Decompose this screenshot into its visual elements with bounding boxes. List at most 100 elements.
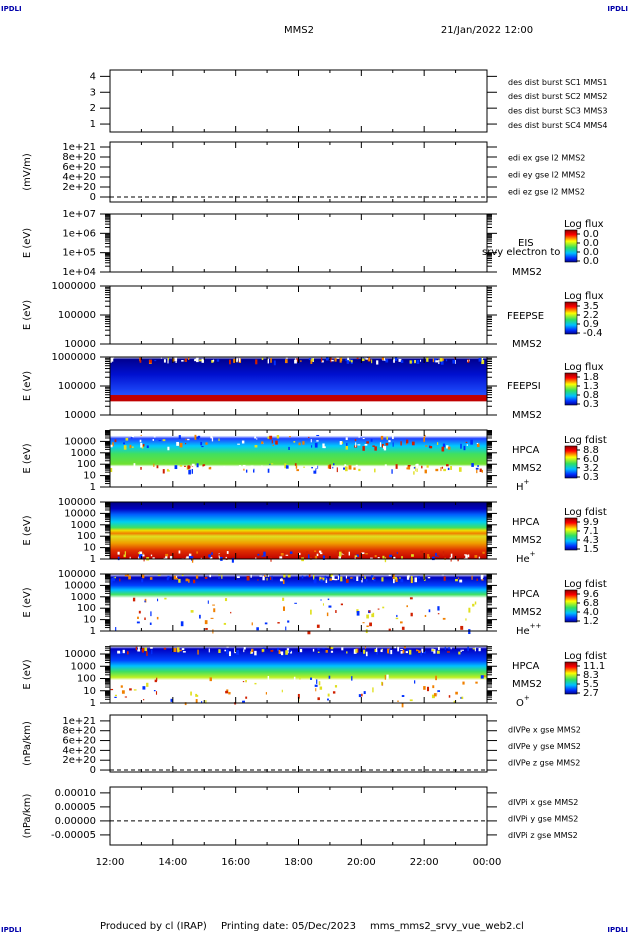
- spectrogram-speckle: [406, 439, 409, 444]
- spectrogram-speckle: [132, 446, 134, 449]
- plot-frame: [109, 69, 488, 133]
- spectrogram-speckle: [279, 556, 283, 560]
- spectrogram-speckle: [154, 679, 157, 683]
- spectrogram-speckle: [172, 467, 174, 470]
- spectrogram-speckle: [481, 469, 484, 473]
- y-tick-label: 4: [90, 71, 96, 82]
- spectrogram-speckle: [209, 574, 212, 578]
- y-tick-label: 8e+20: [62, 152, 96, 163]
- spectrogram-speckle: [184, 465, 186, 467]
- spectrogram-speckle: [471, 575, 473, 580]
- spectrogram-speckle: [411, 360, 414, 364]
- spectrogram-speckle: [145, 613, 147, 617]
- spectrogram-speckle: [327, 693, 330, 697]
- spectrogram-speckle: [475, 681, 478, 684]
- spectrogram-speckle: [328, 675, 331, 679]
- spectrogram-speckle: [358, 694, 362, 698]
- spectrogram-speckle: [261, 357, 264, 361]
- spectrogram-speckle: [176, 441, 179, 446]
- spectrogram-speckle: [271, 440, 273, 444]
- spectrogram-speckle: [442, 443, 446, 448]
- spectrogram-speckle: [402, 649, 405, 654]
- spectrogram-speckle: [167, 358, 169, 364]
- spectrogram-speckle: [330, 574, 333, 578]
- spectrogram-speckle: [380, 690, 383, 694]
- colorbar-tick-label: 3.5: [583, 301, 599, 312]
- spectrogram-speckle: [372, 577, 376, 579]
- spectrogram-speckle: [137, 649, 141, 652]
- spectrogram-speckle: [149, 359, 152, 363]
- spectrogram-speckle: [110, 468, 113, 473]
- spectrogram-speckle: [251, 622, 253, 626]
- spectrogram-speckle: [416, 649, 418, 652]
- spectrogram-speckle: [400, 578, 404, 583]
- spectrogram-speckle: [126, 627, 129, 630]
- spectrogram-speckle: [370, 612, 373, 614]
- spectrogram-speckle: [265, 608, 269, 611]
- spectrogram-speckle: [384, 675, 386, 680]
- legend-entry: dIVPe x gse MMS2: [508, 726, 581, 735]
- spectrogram-speckle: [435, 552, 437, 557]
- spectrogram-speckle: [311, 466, 314, 469]
- instrument-label: HPCA: [512, 445, 540, 456]
- spectrogram-speckle: [150, 554, 153, 557]
- colorbar-tick-label: 0.9: [583, 319, 599, 330]
- spectrogram-speckle: [143, 695, 147, 697]
- spectrogram-speckle: [472, 684, 475, 689]
- spectrogram-speckle: [446, 445, 449, 449]
- spectrogram-speckle: [351, 676, 353, 681]
- spectrogram-speckle: [320, 599, 322, 601]
- spectrogram-speckle: [213, 608, 216, 613]
- spectrogram-speckle: [210, 435, 213, 439]
- spectrogram-speckle: [340, 576, 343, 582]
- spectrogram-speckle: [312, 466, 316, 471]
- spectrogram-speckle: [382, 555, 385, 560]
- spectrogram-speckle: [368, 357, 371, 362]
- spectrogram-speckle: [226, 649, 229, 655]
- spectrogram-speckle: [362, 446, 365, 451]
- spacecraft-label: MMS2: [512, 267, 542, 278]
- spectrogram-speckle: [435, 360, 439, 363]
- spectrogram-speckle: [339, 690, 343, 693]
- spectrogram-speckle: [195, 693, 199, 697]
- spectrogram-speckle: [169, 556, 173, 561]
- y-tick-label: 1000000: [51, 281, 96, 292]
- colorbar-tick-label: 11.1: [583, 661, 605, 672]
- spectrogram-speckle: [336, 357, 340, 359]
- spectrogram-speckle: [470, 439, 473, 445]
- spectrogram-speckle: [341, 624, 343, 628]
- y-tick-label: 10000: [64, 339, 96, 350]
- spectrogram-speckle: [143, 558, 145, 562]
- spectrogram-speckle: [204, 576, 208, 579]
- spectrogram-speckle: [269, 463, 271, 465]
- spectrogram-speckle: [294, 359, 297, 364]
- spectrogram-speckle: [133, 689, 137, 691]
- colorbar-tick-label: 4.3: [583, 535, 599, 546]
- spectrogram-speckle: [253, 468, 255, 473]
- spectrogram-speckle: [389, 554, 393, 558]
- spectrogram-speckle: [346, 579, 349, 583]
- spectrogram-speckle: [212, 604, 215, 606]
- spectrogram-speckle: [340, 603, 343, 606]
- y-tick-label: 100: [77, 459, 96, 470]
- colorbar-title: Log flux: [564, 291, 604, 302]
- spectrogram-speckle: [194, 359, 197, 362]
- y-tick-label: 100: [77, 531, 96, 542]
- spectrogram-speckle: [234, 648, 236, 654]
- colorbar-tick-label: 6.8: [583, 598, 599, 609]
- footer-file: mms_mms2_srvy_vue_web2.cl: [370, 921, 524, 932]
- spectrogram-speckle: [366, 614, 369, 619]
- y-tick-label: 1: [90, 626, 96, 637]
- spectrogram-speckle: [331, 575, 335, 581]
- spectrogram-speckle: [477, 465, 479, 468]
- spectrogram-speckle: [358, 434, 360, 438]
- spectrogram-speckle: [255, 359, 258, 365]
- spectrogram-speckle: [315, 555, 318, 559]
- spectrogram-speckle: [414, 680, 416, 684]
- spectrogram-speckle: [182, 651, 186, 653]
- spectrogram-speckle: [236, 650, 239, 655]
- spectrogram-speckle: [187, 438, 190, 441]
- spectrogram-speckle: [400, 360, 404, 363]
- colorbar-tick-label: 1.8: [583, 372, 599, 383]
- spectrogram-speckle: [450, 647, 452, 650]
